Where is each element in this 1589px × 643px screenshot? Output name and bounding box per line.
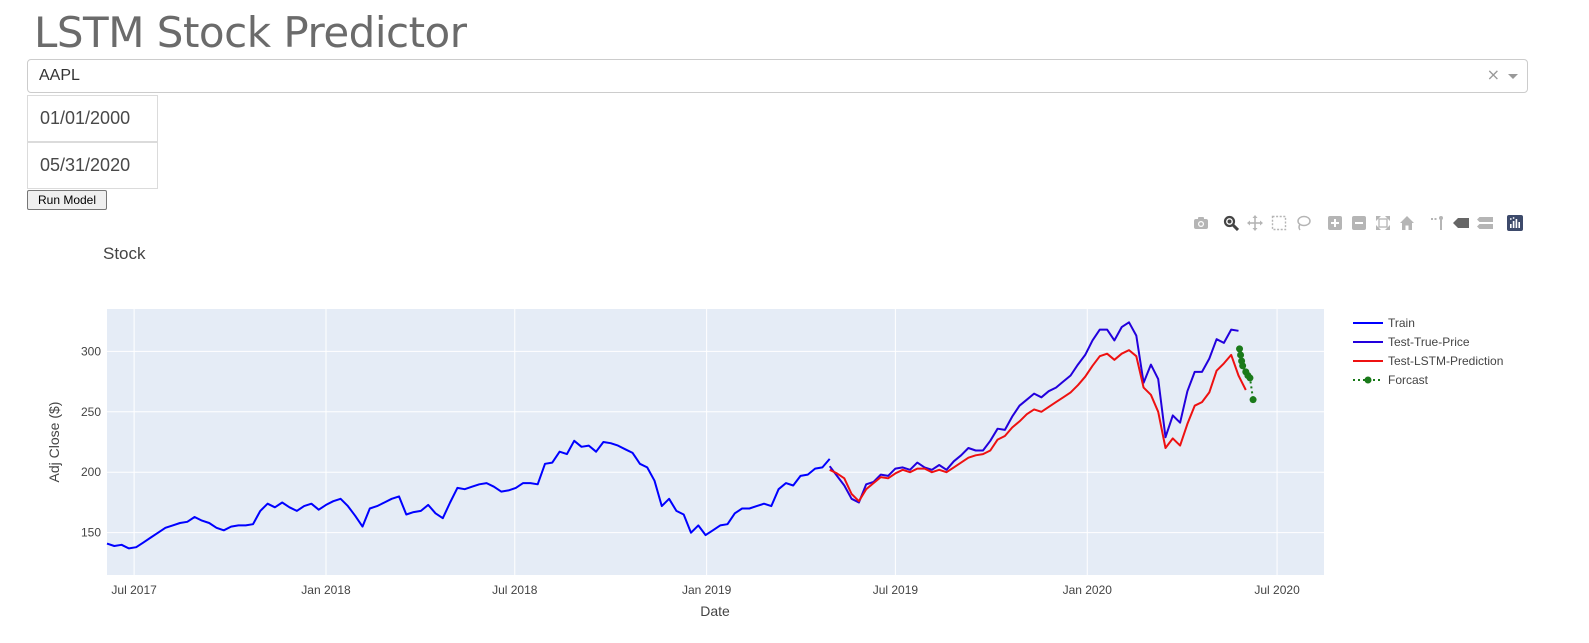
y-tick-label: 250 [81,405,101,419]
series-line-test-lstm-prediction[interactable] [829,349,1247,503]
series-line-test-true-price[interactable] [828,321,1239,504]
y-tick-label: 200 [81,465,101,479]
chevron-down-icon[interactable] [1508,74,1518,79]
camera-icon[interactable] [1192,213,1210,233]
x-tick-label: Jan 2020 [1063,583,1113,597]
legend-item[interactable]: Train [1353,316,1415,330]
x-tick-label: Jan 2018 [301,583,351,597]
y-axis-title: Adj Close ($) [46,402,62,483]
x-tick-label: Jul 2020 [1254,583,1300,597]
hover-closest-icon[interactable] [1452,213,1470,233]
hover-compare-icon[interactable] [1476,213,1494,233]
zoom-in-icon[interactable] [1326,213,1344,233]
spike-lines-icon[interactable] [1428,213,1446,233]
legend-item[interactable]: Test-True-Price [1353,335,1470,349]
lasso-select-icon[interactable] [1294,213,1312,233]
end-date-input[interactable]: 05/31/2020 [27,142,158,189]
autoscale-icon[interactable] [1374,213,1392,233]
legend: Train Test-True-Price Test-LSTM-Prediction… [1353,316,1503,387]
plot-background[interactable] [107,309,1324,575]
legend-marker [1364,376,1372,384]
box-select-icon[interactable] [1270,213,1288,233]
forecast-point[interactable] [1249,396,1257,404]
chart-title: Stock [103,244,146,263]
run-model-button[interactable]: Run Model [27,190,107,210]
series-line-train[interactable] [106,439,831,550]
start-date-input[interactable]: 01/01/2000 [27,95,158,142]
x-axis: Jul 2017 Jan 2018 Jul 2018 Jan 2019 Jul 2019… [111,583,1300,597]
x-tick-label: Jul 2019 [873,583,919,597]
app-title: LSTM Stock Predictor [34,8,467,57]
legend-label: Train [1388,316,1415,330]
x-axis-title: Date [700,603,730,619]
ticker-selected-value: AAPL [39,67,80,84]
forecast-point[interactable] [1237,351,1245,359]
legend-label: Forcast [1388,373,1429,387]
legend-item[interactable]: Test-LSTM-Prediction [1353,354,1503,368]
legend-label: Test-LSTM-Prediction [1388,354,1503,368]
ticker-dropdown[interactable]: AAPL × [27,59,1528,93]
x-tick-label: Jul 2018 [492,583,538,597]
pan-icon[interactable] [1246,213,1264,233]
zoom-out-icon[interactable] [1350,213,1368,233]
grid-lines [107,309,1324,575]
plotly-logo-icon[interactable] [1506,213,1524,233]
series-layer [106,321,1257,550]
zoom-icon[interactable] [1222,213,1240,233]
reset-axes-icon[interactable] [1398,213,1416,233]
forecast-point[interactable] [1239,362,1247,370]
x-tick-label: Jan 2019 [682,583,732,597]
legend-label: Test-True-Price [1388,335,1470,349]
clear-icon[interactable]: × [1486,65,1500,84]
legend-item[interactable]: Forcast [1353,373,1429,387]
forecast-point[interactable] [1236,345,1244,353]
y-tick-label: 150 [81,526,101,540]
y-tick-label: 300 [81,344,101,358]
y-axis: 150 200 250 300 [81,344,101,539]
x-tick-label: Jul 2017 [111,583,157,597]
forecast-point[interactable] [1246,374,1254,382]
